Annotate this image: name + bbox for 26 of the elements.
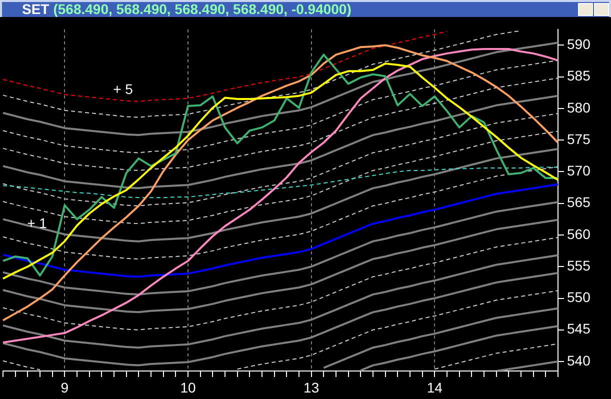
annotation: + 5 [113,80,134,97]
annotation: + 1 [27,214,48,231]
x-tick-label: 10 [180,379,196,396]
y-tick-label: 575 [567,130,591,147]
line-series [2,30,522,118]
line-series [2,166,558,260]
line-series [2,237,558,330]
y-tick-label: 580 [567,99,591,116]
y-tick-label: 565 [567,194,591,210]
y-tick-label: 545 [567,320,591,337]
x-tick-label: 14 [426,379,443,396]
y-tick-label: 540 [567,352,591,368]
chart-subtitle: (568.490, 568.490, 568.490, 568.490, -0.94000) [53,1,352,17]
x-tick-label: 13 [304,379,320,396]
y-tick-label: 585 [567,68,591,84]
y-tick-label: 555 [567,257,591,274]
x-tick-label: 9 [60,379,69,396]
line-series [2,113,558,206]
line-series [2,30,448,102]
y-tick-label: 570 [567,162,591,179]
line-series [2,166,558,198]
y-tick-label: 560 [567,226,591,242]
chart-title: SET [22,1,50,17]
line-series [2,78,558,171]
y-tick-label: 550 [567,289,591,306]
y-tick-label: 590 [567,36,591,52]
